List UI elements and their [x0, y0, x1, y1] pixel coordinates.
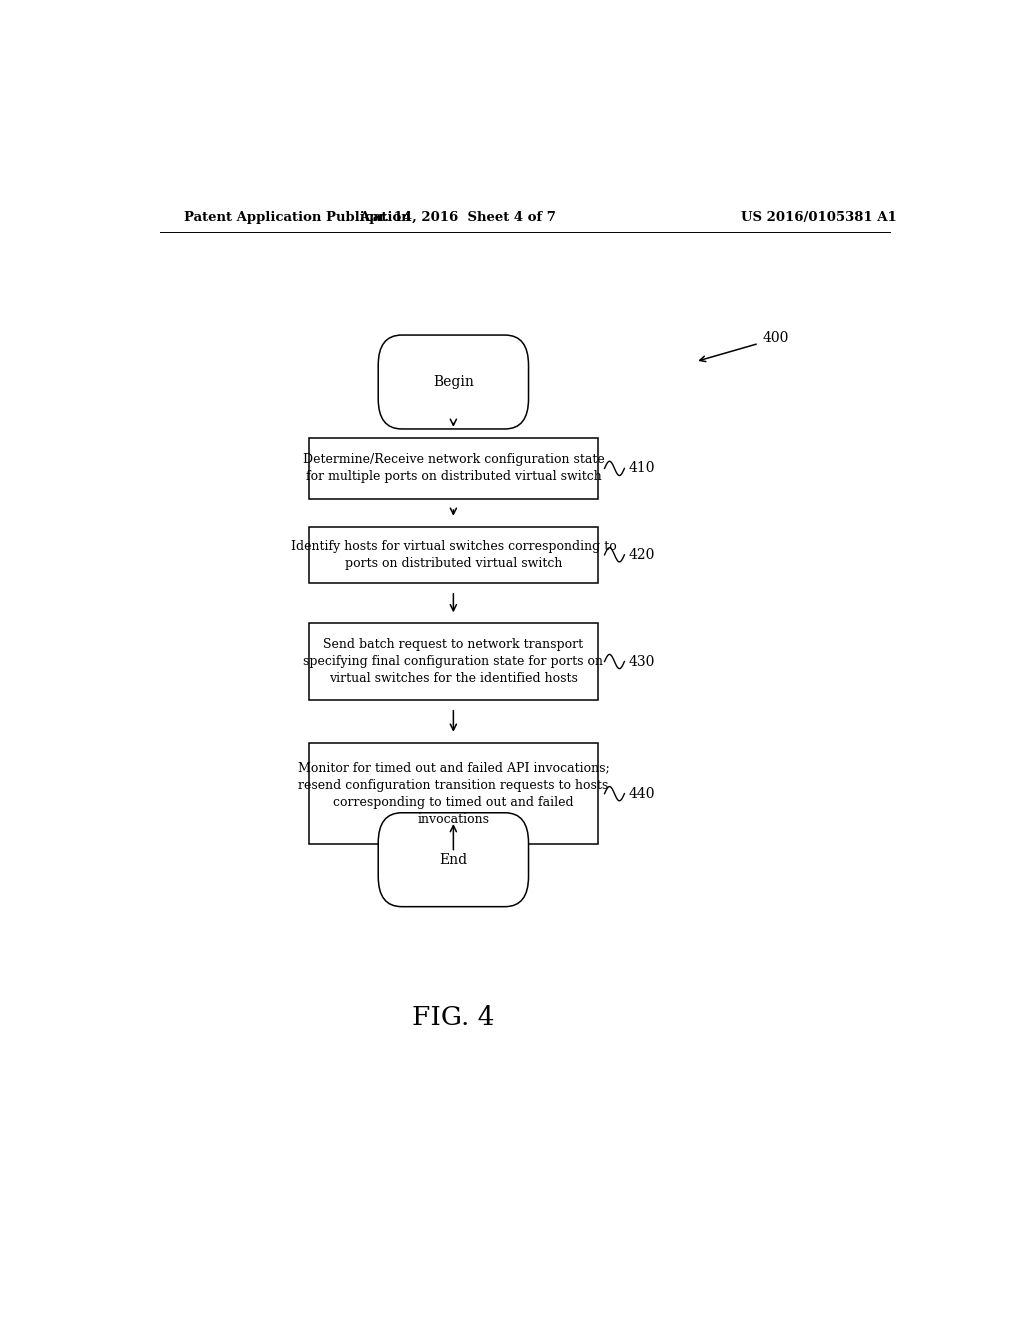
Text: Monitor for timed out and failed API invocations;
resend configuration transitio: Monitor for timed out and failed API inv… — [298, 762, 609, 825]
Text: 440: 440 — [629, 787, 655, 801]
Text: Begin: Begin — [433, 375, 474, 389]
Text: 400: 400 — [763, 331, 790, 346]
Text: FIG. 4: FIG. 4 — [412, 1005, 495, 1030]
Bar — [308, 527, 598, 582]
Text: Apr. 14, 2016  Sheet 4 of 7: Apr. 14, 2016 Sheet 4 of 7 — [358, 211, 556, 224]
Bar — [308, 438, 598, 499]
Text: Identify hosts for virtual switches corresponding to
ports on distributed virtua: Identify hosts for virtual switches corr… — [291, 540, 616, 570]
Text: 410: 410 — [629, 462, 655, 475]
Bar — [308, 623, 598, 700]
Text: 420: 420 — [629, 548, 654, 562]
Text: Patent Application Publication: Patent Application Publication — [183, 211, 411, 224]
FancyBboxPatch shape — [378, 813, 528, 907]
Text: Determine/Receive network configuration state
for multiple ports on distributed : Determine/Receive network configuration … — [302, 453, 604, 483]
Bar — [308, 743, 598, 845]
Text: Send batch request to network transport
specifying final configuration state for: Send batch request to network transport … — [303, 638, 603, 685]
Text: End: End — [439, 853, 467, 867]
FancyBboxPatch shape — [378, 335, 528, 429]
Text: 430: 430 — [629, 655, 654, 668]
Text: US 2016/0105381 A1: US 2016/0105381 A1 — [740, 211, 896, 224]
